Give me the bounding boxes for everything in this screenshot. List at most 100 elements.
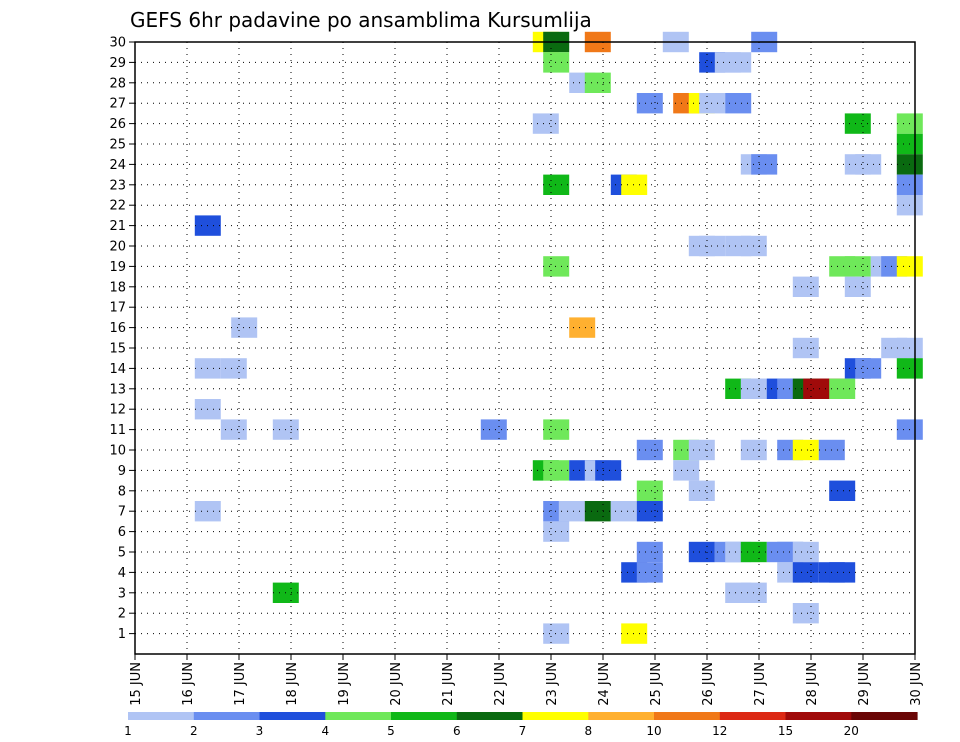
y-tick-label: 15 (109, 342, 126, 357)
x-tick-label: 26 JUN (701, 662, 716, 706)
y-tick-label: 26 (109, 117, 126, 132)
precip-cell (636, 439, 663, 461)
precip-cell (220, 358, 247, 379)
precip-cell (543, 460, 570, 481)
precip-cell (792, 439, 819, 461)
y-tick-label: 11 (109, 423, 126, 438)
y-tick-label: 8 (118, 484, 126, 499)
y-tick-label: 25 (109, 138, 126, 153)
precip-cell (792, 276, 819, 297)
y-tick-label: 14 (109, 362, 126, 377)
x-tick-label: 15 JUN (129, 662, 144, 706)
precip-cell (725, 52, 752, 73)
x-axis-ticks: 15 JUN 16 JUN 17 JUN 18 JUN 19 JUN 20 JUN 21 J… (129, 654, 924, 706)
x-tick-label: 24 JUN (597, 662, 612, 706)
precip-cell (688, 439, 715, 461)
y-tick-label: 18 (109, 280, 126, 295)
precip-cell (751, 154, 778, 175)
x-tick-label: 28 JUN (805, 662, 820, 706)
colorbar-label: 6 (453, 724, 461, 738)
x-tick-label: 19 JUN (337, 662, 352, 706)
colorbar: 1 2 3 4 5 6 7 8 10 12 15 20 (124, 712, 918, 738)
y-tick-label: 1 (118, 627, 126, 642)
x-tick-label: 21 JUN (441, 662, 456, 706)
precip-cell (636, 562, 663, 583)
precip-cell (636, 501, 663, 522)
precip-cell (699, 235, 726, 257)
precip-cell (792, 562, 819, 583)
precip-cell (792, 603, 819, 624)
precip-cell (688, 541, 715, 563)
colorbar-label: 2 (190, 724, 198, 738)
precip-cell (610, 501, 637, 522)
x-tick-label: 23 JUN (545, 662, 560, 706)
y-tick-label: 6 (118, 525, 126, 540)
precip-cell (543, 256, 570, 277)
precip-cell (673, 460, 700, 481)
precip-cell (725, 93, 752, 114)
y-tick-label: 17 (109, 301, 126, 316)
colorbar-label: 4 (321, 724, 329, 738)
colorbar-swatch (588, 712, 655, 720)
y-tick-label: 13 (109, 382, 126, 397)
x-tick-label: 29 JUN (857, 662, 872, 706)
x-tick-label: 16 JUN (181, 662, 196, 706)
y-tick-label: 2 (118, 607, 126, 622)
y-tick-label: 20 (109, 240, 126, 255)
x-tick-label: 18 JUN (285, 662, 300, 706)
colorbar-swatch (522, 712, 589, 720)
precip-cell (792, 541, 819, 563)
y-tick-label: 21 (109, 219, 126, 234)
x-tick-label: 25 JUN (649, 662, 664, 706)
precip-cell (558, 501, 585, 522)
colorbar-label: 10 (646, 724, 661, 738)
y-tick-label: 16 (109, 321, 126, 336)
precip-cell (543, 419, 570, 440)
precip-cell (829, 378, 856, 399)
colorbar-swatch (851, 712, 918, 720)
y-axis-ticks: 1234567891011121314151617181920212223242… (109, 36, 135, 642)
colorbar-label: 5 (387, 724, 395, 738)
colorbar-label: 3 (256, 724, 264, 738)
precip-cell (220, 419, 247, 440)
y-tick-label: 30 (109, 36, 126, 51)
precip-cell (844, 276, 871, 297)
colorbar-label: 20 (844, 724, 859, 738)
colorbar-label: 12 (712, 724, 727, 738)
precip-cell (532, 113, 559, 134)
colorbar-swatch (456, 712, 524, 720)
precip-cell (543, 521, 570, 542)
precip-cell (621, 623, 648, 644)
y-tick-label: 22 (109, 199, 126, 214)
precip-cell (543, 52, 570, 73)
colorbar-swatch (325, 712, 392, 720)
precip-cell (699, 93, 726, 114)
y-tick-label: 5 (118, 546, 126, 561)
colorbar-label: 1 (124, 724, 132, 738)
precip-cell (543, 174, 570, 195)
y-tick-label: 19 (109, 260, 126, 275)
colorbar-swatch (654, 712, 721, 720)
y-tick-label: 27 (109, 97, 126, 112)
precip-cell (636, 541, 663, 563)
precip-cell (636, 480, 663, 501)
y-tick-label: 9 (118, 464, 126, 479)
y-tick-label: 29 (109, 56, 126, 71)
precip-cell (231, 317, 258, 338)
precip-cell (829, 480, 856, 501)
colorbar-swatch (785, 712, 852, 720)
y-tick-label: 3 (118, 586, 126, 601)
precip-cell (829, 562, 856, 583)
y-tick-label: 7 (118, 505, 126, 520)
precip-cell (595, 460, 622, 481)
colorbar-swatch (128, 712, 195, 720)
x-tick-label: 22 JUN (493, 662, 508, 706)
colorbar-swatch (193, 712, 261, 720)
chart-title: GEFS 6hr padavine po ansamblima Kursumli… (130, 8, 592, 32)
precip-cells (194, 31, 923, 644)
precip-cell (543, 623, 570, 644)
colorbar-swatch (259, 712, 326, 720)
precip-cell (792, 337, 819, 359)
y-tick-label: 28 (109, 76, 126, 91)
precip-cell (480, 419, 507, 440)
